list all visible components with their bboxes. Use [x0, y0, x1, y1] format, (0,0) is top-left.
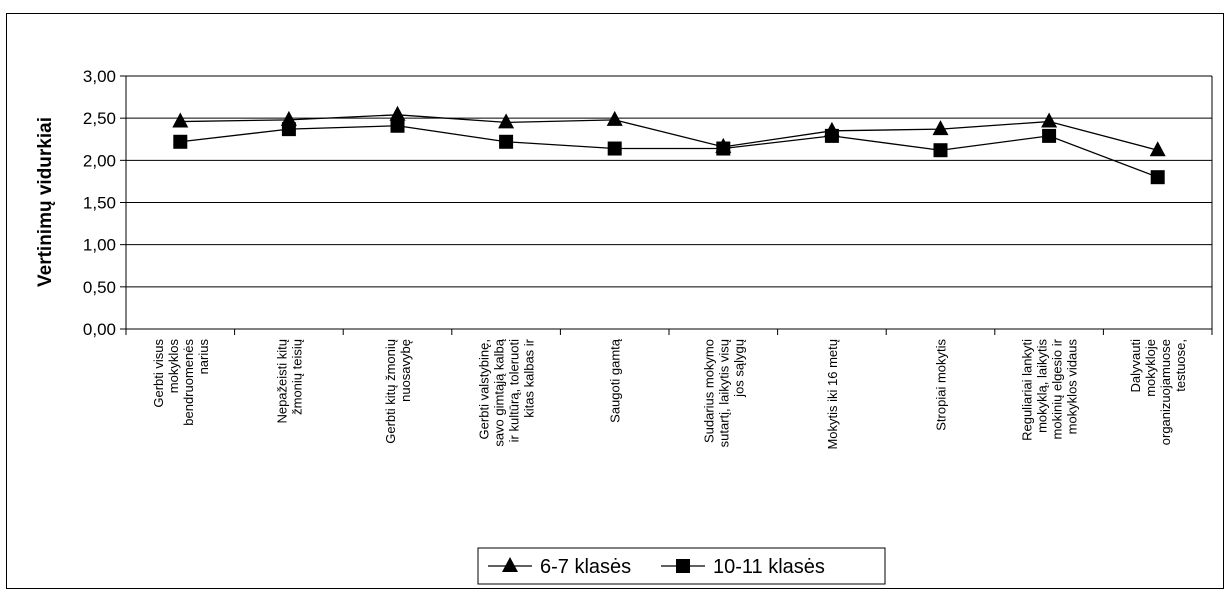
- x-category-label-line: nuosavybę: [398, 339, 413, 402]
- x-category-label: Nepažeisti kitų žmonių teisių: [274, 339, 304, 424]
- triangle-marker: [280, 110, 297, 126]
- x-category-label: Gerbti kitų žmonių nuosavybę: [383, 339, 413, 444]
- square-marker: [173, 134, 188, 149]
- x-category-label: Sudarius mokymo sutartį, laikytis visų jos…: [701, 339, 746, 447]
- triangle-marker: [1041, 112, 1058, 128]
- gridlines: [126, 75, 1212, 288]
- y-tick-label: 2,50: [83, 109, 116, 128]
- x-category-label: Mokytis iki 16 metų: [825, 339, 840, 450]
- x-category-label: Gerbti visus mokyklos bendruomenės narius: [151, 339, 211, 426]
- x-category-label-line: savo gimtąją kalbą: [492, 338, 507, 446]
- x-category-label-line: organizuojamuose: [1158, 339, 1173, 445]
- x-category-label: Gerbti valstybinę, savo gimtąją kalbą ir k…: [477, 338, 537, 446]
- legend-label: 6-7 klasės: [540, 556, 631, 578]
- square-marker: [390, 118, 405, 133]
- x-category-label: Reguliariai lankyti mokyklą, laikytis moki…: [1020, 338, 1080, 441]
- x-category-label-line: mokyklos vidaus: [1065, 339, 1080, 435]
- series-square: [173, 118, 1165, 185]
- legend: 6-7 klasės 10-11 klasės: [477, 547, 886, 585]
- x-category-label-line: Reguliariai lankyti: [1020, 339, 1035, 441]
- y-tick-label: 2,00: [83, 151, 116, 170]
- square-marker: [824, 128, 839, 143]
- square-marker: [281, 122, 296, 137]
- x-category-labels: Gerbti visus mokyklos bendruomenės narius Ne…: [151, 338, 1188, 449]
- square-marker: [607, 141, 622, 156]
- chart-frame: [6, 13, 1224, 589]
- x-category-label-line: Gerbti visus: [151, 339, 166, 408]
- x-category-label-line: mokyklą, laikytis: [1035, 339, 1050, 433]
- square-marker: [1042, 128, 1057, 143]
- triangle-marker: [606, 110, 623, 126]
- x-category-label: Dalyvauti mokykloje organizuojamuose testuo…: [1128, 339, 1188, 445]
- x-category-label-line: testuose,: [1173, 339, 1188, 392]
- x-category-label-line: Gerbti kitų žmonių: [383, 339, 398, 444]
- x-category-label: Stropiai mokytis: [934, 339, 949, 431]
- y-tick-label: 1,50: [83, 194, 116, 213]
- legend-triangle-marker: [502, 557, 518, 572]
- x-category-label-line: Dalyvauti: [1128, 339, 1143, 393]
- x-category-label-line: narius: [196, 339, 211, 375]
- y-tick-label: 0,50: [83, 278, 116, 297]
- x-category-label-line: Sudarius mokymo: [701, 339, 716, 443]
- y-tick-label: 1,00: [83, 236, 116, 255]
- x-category-label-line: mokinių elgesio ir: [1050, 338, 1065, 439]
- y-axis-label: Vertinimų vidurkiai: [35, 117, 56, 287]
- x-category-label-line: Nepažeisti kitų: [274, 339, 289, 424]
- x-category-label-line: ir kultūrą, toleruoti: [507, 339, 522, 442]
- x-category-label-line: kitas kalbas ir: [522, 338, 537, 417]
- x-category-label-line: Saugoti gamtą: [608, 338, 623, 423]
- x-category-label: Saugoti gamtą: [608, 338, 623, 423]
- legend-entry: 10-11 klasės: [661, 556, 825, 578]
- legend-label: 10-11 klasės: [713, 556, 825, 578]
- x-category-label-line: mokyklos: [166, 339, 181, 394]
- triangle-marker: [498, 113, 515, 129]
- x-category-label-line: Gerbti valstybinę,: [477, 339, 492, 439]
- x-category-label-line: mokykloje: [1143, 339, 1158, 397]
- legend-square-marker: [676, 559, 690, 573]
- x-category-label-line: bendruomenės: [181, 339, 196, 426]
- axes: [120, 75, 1213, 335]
- square-marker: [716, 141, 731, 156]
- y-tick-label: 3,00: [83, 67, 116, 86]
- series-line: [180, 114, 1158, 151]
- y-tick-label: 0,00: [83, 320, 116, 339]
- x-category-label-line: Stropiai mokytis: [934, 339, 949, 431]
- x-category-label-line: Mokytis iki 16 metų: [825, 339, 840, 450]
- x-category-label-line: žmonių teisių: [289, 339, 304, 415]
- square-marker: [933, 143, 948, 158]
- square-marker: [499, 134, 514, 149]
- series: [172, 105, 1166, 185]
- triangle-marker: [389, 105, 406, 121]
- y-tick-labels: 0,00 0,50 1,00 1,50 2,00 2,50 3,00: [83, 67, 116, 339]
- legend-entry: 6-7 klasės: [488, 556, 631, 578]
- triangle-marker: [172, 112, 189, 128]
- triangle-marker: [932, 120, 949, 136]
- series-line: [180, 125, 1158, 178]
- x-category-label-line: sutartį, laikytis visų: [716, 339, 731, 447]
- square-marker: [1150, 170, 1165, 185]
- x-category-label-line: jos sąlygų: [731, 339, 746, 398]
- triangle-marker: [1149, 141, 1166, 157]
